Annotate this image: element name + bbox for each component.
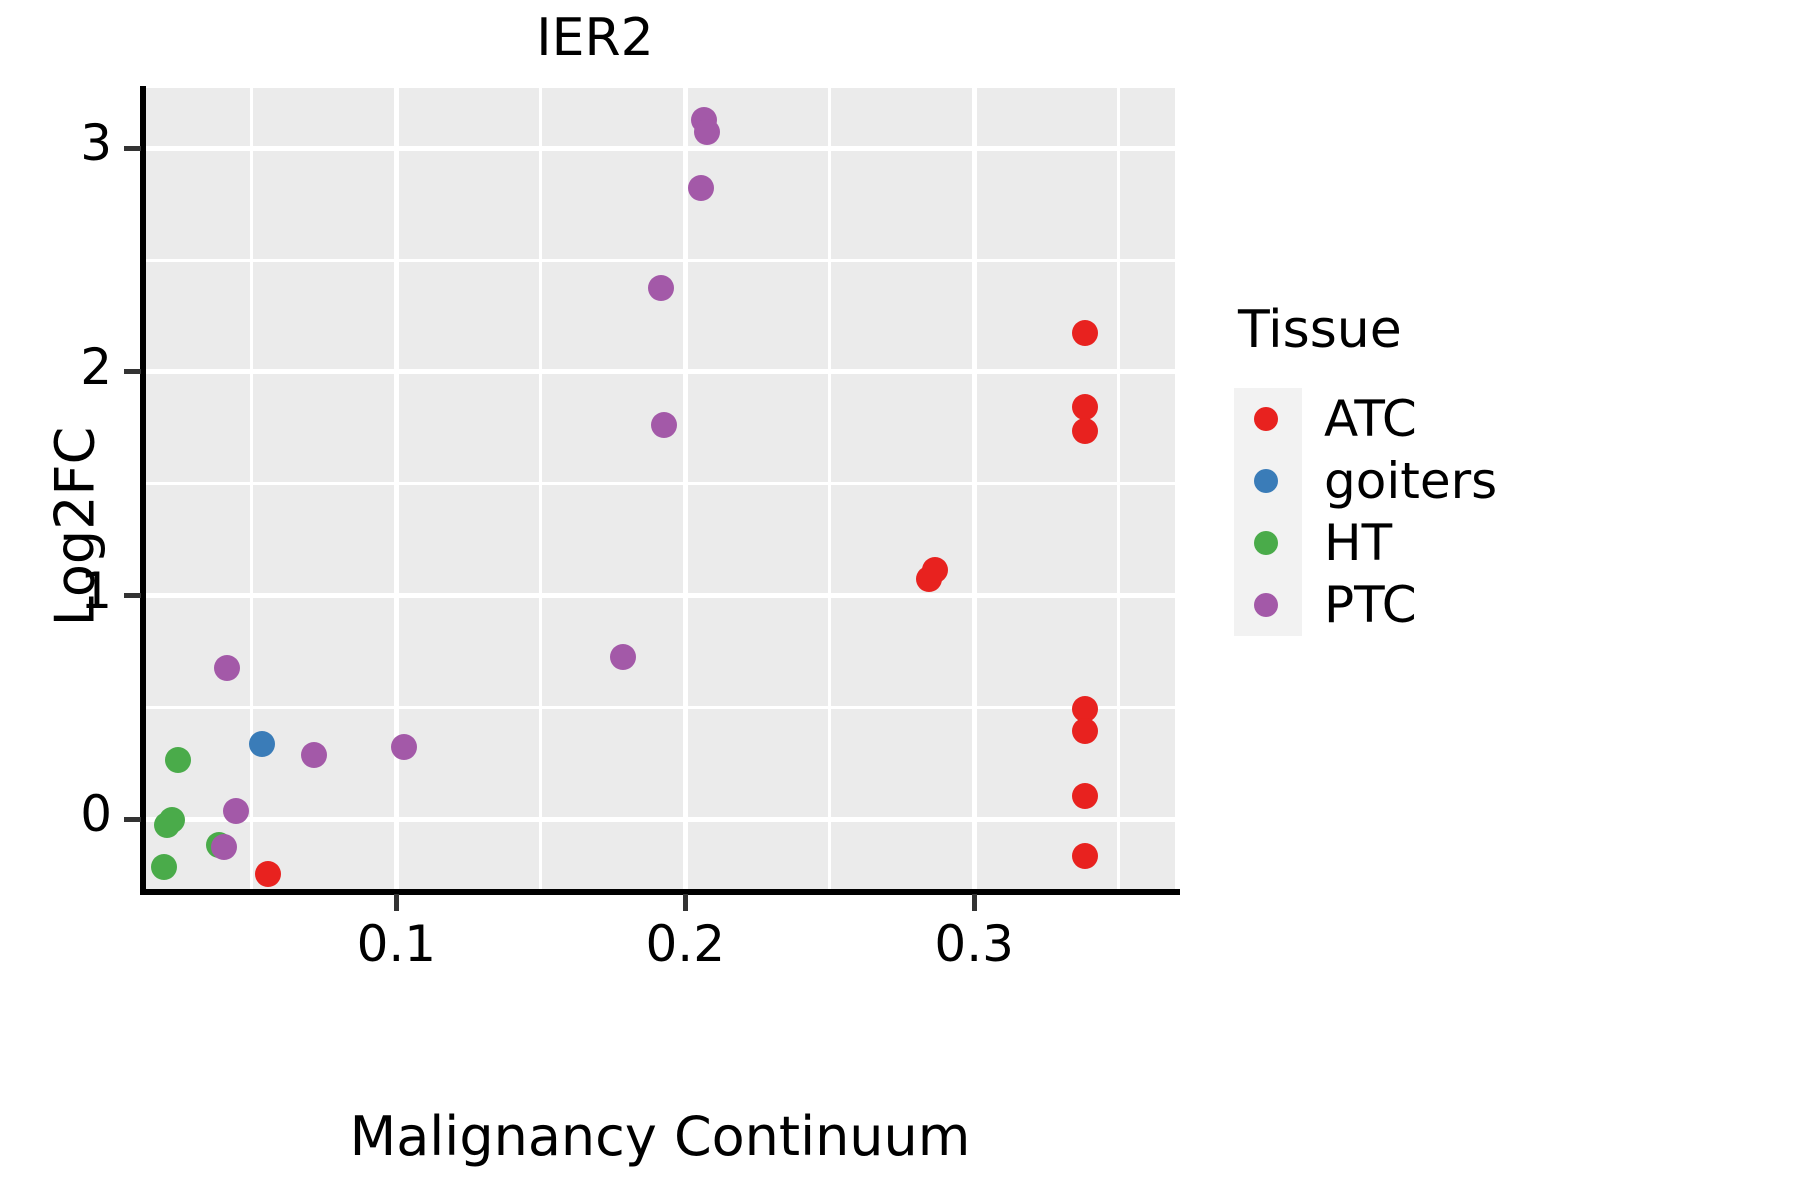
legend-title: Tissue [1238,300,1402,360]
y-axis-line [140,86,146,895]
data-point [211,834,238,861]
legend-dot-icon [1254,531,1278,555]
data-point [922,556,949,583]
gridline-major-vertical [971,88,977,893]
data-point [1072,782,1099,809]
gridline-minor-vertical [828,88,832,893]
legend-swatch [1230,574,1302,636]
plot-panel [145,88,1175,893]
legend-item-label: goiters [1324,452,1498,510]
x-axis-tick-label: 0.2 [645,915,726,973]
x-axis-tick [682,894,688,911]
gridline-minor-vertical [539,88,543,893]
data-point [249,731,275,758]
data-point [650,411,677,438]
y-axis-tick [124,369,141,375]
gridline-major-horizontal [145,145,1175,151]
gridline-minor-vertical [1117,88,1121,893]
data-point [693,118,720,145]
data-point [165,746,192,773]
y-axis-tick [124,816,141,822]
data-point [159,807,186,834]
gridline-major-horizontal [145,369,1175,375]
legend-keys: ATC goiters HT PTC [1230,388,1660,636]
data-point [1072,717,1099,744]
data-point [214,655,241,682]
x-axis-tick [971,894,977,911]
data-point [254,860,281,887]
data-point [1072,843,1099,870]
data-point [301,742,328,769]
y-axis-title: Log2FC [43,426,107,627]
data-point [610,644,637,671]
y-axis-tick-label: 1 [80,561,112,620]
data-point [150,854,177,881]
data-point [1072,695,1099,722]
legend-item[interactable]: goiters [1230,450,1660,512]
legend-swatch [1230,512,1302,574]
x-axis-title: Malignancy Continuum [349,1105,971,1168]
gridline-minor-vertical [250,88,254,893]
legend-item-label: HT [1324,514,1393,572]
data-point [1072,418,1099,445]
gridline-major-vertical [393,88,399,893]
legend-item[interactable]: ATC [1230,388,1660,450]
y-axis-tick [124,145,141,151]
data-point [390,733,417,760]
legend-item[interactable]: HT [1230,512,1660,574]
legend-swatch [1230,388,1302,450]
legend-dot-icon [1254,593,1278,617]
data-point [223,798,249,825]
legend-item-label: ATC [1324,390,1417,448]
legend-dot-icon [1254,407,1278,431]
page-title: IER2 [536,8,654,68]
y-axis-tick-label: 0 [80,785,112,844]
legend: Tissue ATC goiters HT PTC [1230,300,1660,636]
data-point [1072,319,1099,346]
gridline-major-horizontal [145,816,1175,822]
x-axis-tick [393,894,399,911]
gridline-minor-horizontal [145,482,1175,486]
x-axis-tick-label: 0.1 [356,915,437,973]
x-axis-tick-label: 0.3 [934,915,1014,973]
legend-item-label: PTC [1324,576,1417,634]
legend-item[interactable]: PTC [1230,574,1660,636]
gridline-minor-horizontal [145,705,1175,709]
y-axis-tick-label: 3 [80,114,112,173]
gridline-major-horizontal [145,593,1175,599]
data-point [647,275,674,302]
gridline-minor-horizontal [145,258,1175,262]
gridline-major-vertical [682,88,688,893]
legend-dot-icon [1254,469,1278,493]
legend-swatch [1230,450,1302,512]
y-axis-tick-label: 2 [80,337,112,396]
x-axis-line [140,889,1180,895]
data-point [1072,393,1099,420]
y-axis-tick [124,593,141,599]
data-point [688,174,715,201]
